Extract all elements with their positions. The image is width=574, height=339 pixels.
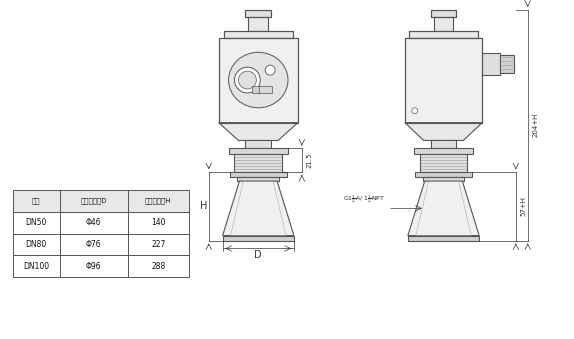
Text: 21.5: 21.5 [307, 153, 313, 168]
Bar [230, 172, 287, 177]
Bar [422, 177, 464, 181]
Bar [219, 38, 298, 123]
Bar [228, 148, 288, 154]
Circle shape [235, 67, 260, 93]
Circle shape [238, 71, 256, 89]
Text: H: H [200, 201, 207, 211]
Bar [414, 148, 473, 154]
Circle shape [412, 108, 418, 114]
Polygon shape [219, 123, 298, 140]
Bar [500, 55, 514, 73]
Bar [238, 177, 279, 181]
Bar [246, 10, 271, 17]
Polygon shape [405, 123, 482, 140]
Circle shape [265, 65, 275, 75]
Bar [420, 154, 467, 172]
Bar [409, 31, 478, 38]
Bar [224, 31, 293, 38]
Bar [408, 236, 479, 241]
Text: 204+H: 204+H [533, 113, 538, 137]
Bar [415, 172, 472, 177]
Bar [224, 31, 293, 38]
Bar [409, 31, 478, 38]
Bar [433, 17, 453, 31]
Bar [246, 140, 271, 148]
Polygon shape [408, 181, 479, 236]
Text: DN80: DN80 [26, 240, 47, 249]
Text: 喇叭口高度H: 喇叭口高度H [145, 198, 172, 204]
Bar [13, 234, 189, 255]
Bar [246, 10, 271, 17]
Bar [430, 10, 456, 17]
Text: 喇叭口直径D: 喇叭口直径D [80, 198, 107, 204]
Text: 140: 140 [151, 218, 165, 227]
Text: 57+H: 57+H [521, 196, 527, 216]
Text: D: D [254, 251, 262, 260]
Bar [235, 154, 282, 172]
Text: 法兰: 法兰 [32, 198, 41, 204]
Bar [430, 140, 456, 148]
Bar [13, 190, 189, 212]
Text: Φ96: Φ96 [86, 262, 102, 271]
Bar [482, 53, 500, 75]
Bar [258, 86, 272, 94]
Ellipse shape [228, 52, 288, 108]
Bar [430, 10, 456, 17]
Bar [13, 212, 189, 234]
Bar [219, 38, 298, 123]
Text: 288: 288 [151, 262, 165, 271]
Text: DN100: DN100 [24, 262, 49, 271]
Bar [252, 86, 259, 94]
Bar [223, 236, 294, 241]
Bar [405, 38, 482, 123]
Text: G1$\frac{1}{2}$A/ 1$\frac{1}{2}$NPT: G1$\frac{1}{2}$A/ 1$\frac{1}{2}$NPT [343, 194, 386, 205]
Text: DN50: DN50 [26, 218, 47, 227]
Polygon shape [223, 181, 294, 236]
Bar [13, 255, 189, 277]
Text: Φ76: Φ76 [86, 240, 102, 249]
Text: 227: 227 [151, 240, 165, 249]
Bar [249, 17, 268, 31]
Text: Φ46: Φ46 [86, 218, 102, 227]
Bar [405, 38, 482, 123]
